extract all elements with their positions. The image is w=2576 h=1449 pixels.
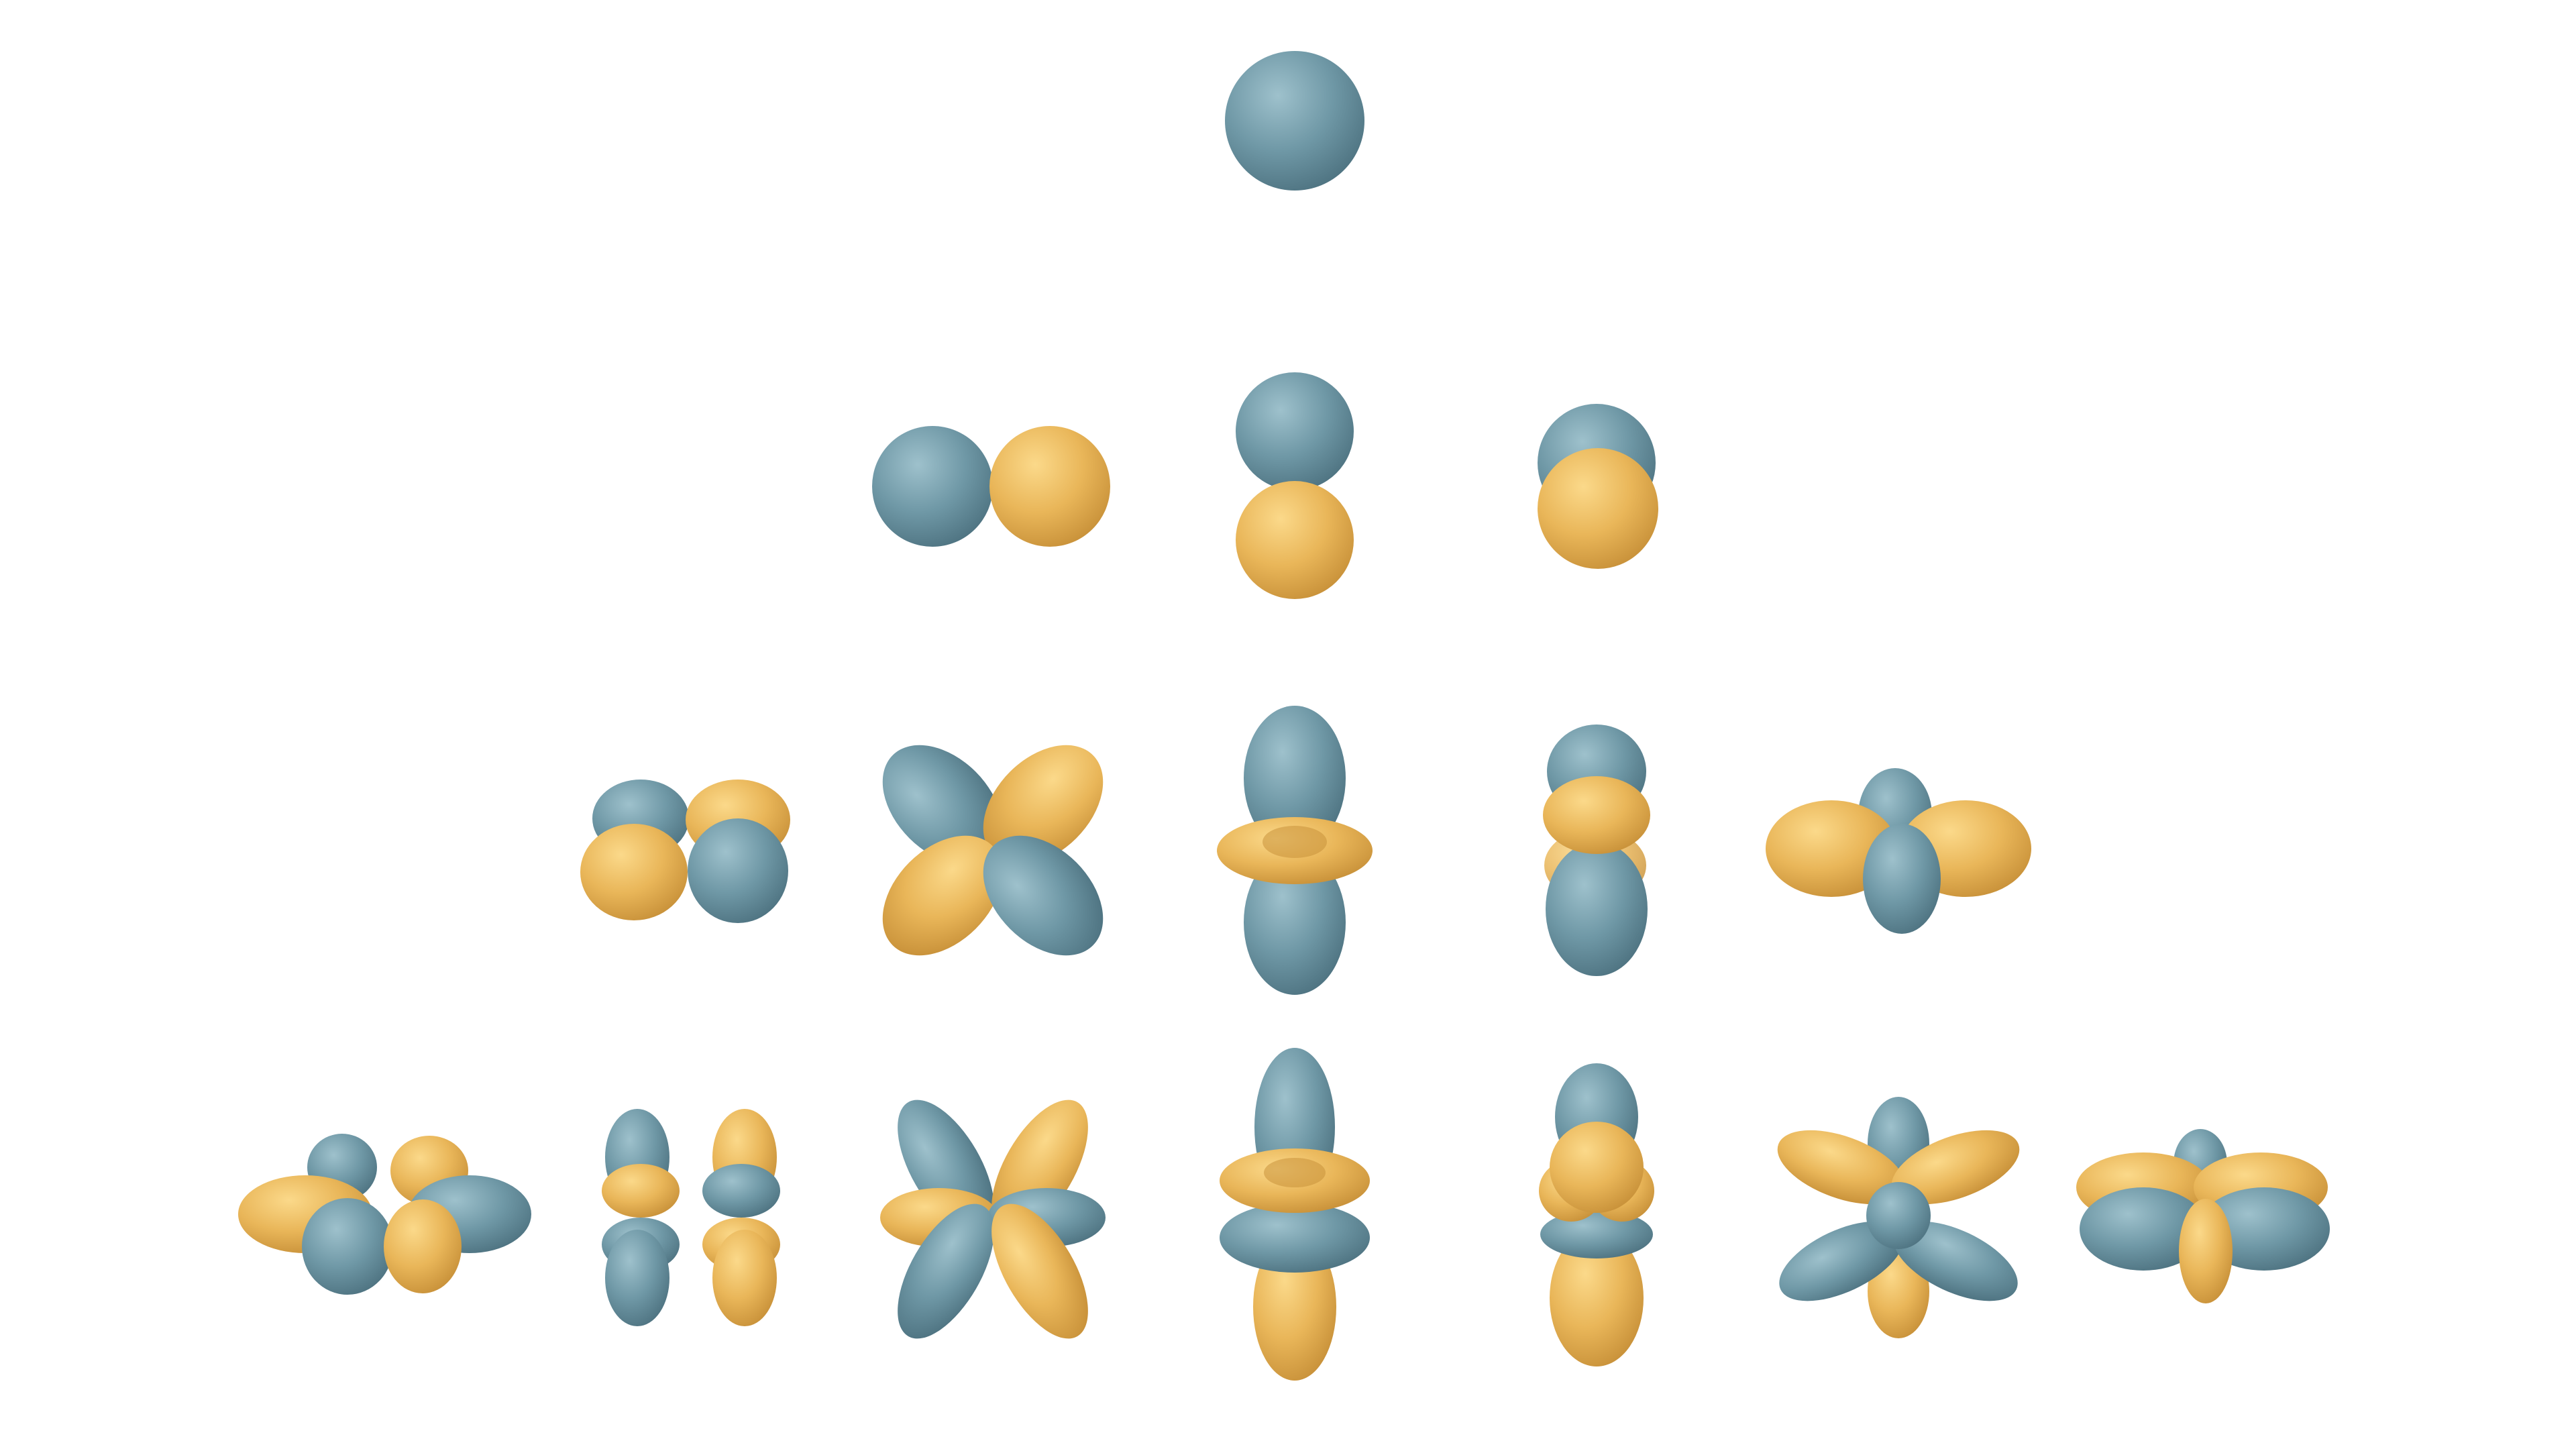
orbital-l1-m-1 (872, 426, 1110, 547)
orbital-l2-m0 (1217, 706, 1373, 995)
orbital-l3-m-2 (602, 1109, 780, 1326)
orbital-l1-m0 (1236, 372, 1354, 599)
row-l3 (238, 1048, 2330, 1381)
orbital-l3-m-3 (238, 1134, 531, 1295)
orbital-l0-m0 (1225, 51, 1364, 191)
orbital-l1-m1 (1538, 404, 1658, 569)
orbital-l3-m3 (2076, 1129, 2330, 1303)
orbital-l3-m1 (1539, 1063, 1654, 1366)
orbital-l2-m2 (1766, 768, 2031, 934)
orbital-l3-m-1 (880, 1099, 1106, 1339)
orbital-l3-m0 (1220, 1048, 1370, 1381)
orbital-l2-m-1 (882, 745, 1104, 956)
orbital-l2-m-2 (580, 780, 790, 923)
row-l1 (872, 372, 1658, 599)
orbital-l2-m1 (1543, 724, 1650, 976)
row-l0 (1225, 51, 1364, 191)
row-l2 (580, 706, 2031, 995)
orbital-l3-m2 (1777, 1097, 2020, 1338)
